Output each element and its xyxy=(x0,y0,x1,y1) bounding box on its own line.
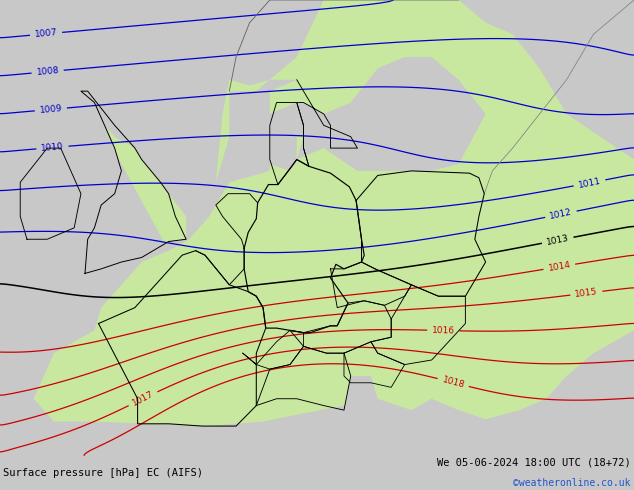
Text: 1015: 1015 xyxy=(574,287,598,299)
Text: 1007: 1007 xyxy=(34,28,58,39)
Polygon shape xyxy=(34,0,634,426)
Polygon shape xyxy=(20,148,81,239)
Text: 1017: 1017 xyxy=(131,390,155,408)
Text: ©weatheronline.co.uk: ©weatheronline.co.uk xyxy=(514,478,631,488)
Text: We 05-06-2024 18:00 UTC (18+72): We 05-06-2024 18:00 UTC (18+72) xyxy=(437,458,631,468)
Text: 1012: 1012 xyxy=(549,207,573,221)
Text: 1014: 1014 xyxy=(547,260,571,273)
Text: 1011: 1011 xyxy=(578,176,602,190)
Polygon shape xyxy=(297,57,486,171)
Polygon shape xyxy=(81,80,186,273)
Text: 1013: 1013 xyxy=(546,234,570,247)
Text: Surface pressure [hPa] EC (AIFS): Surface pressure [hPa] EC (AIFS) xyxy=(3,468,203,478)
Polygon shape xyxy=(270,102,304,171)
Text: 1010: 1010 xyxy=(41,142,64,153)
Text: 1009: 1009 xyxy=(39,104,63,115)
Polygon shape xyxy=(0,0,297,273)
Text: 1016: 1016 xyxy=(432,326,455,335)
Text: 1008: 1008 xyxy=(36,66,60,77)
Polygon shape xyxy=(344,376,384,444)
Polygon shape xyxy=(230,0,458,137)
Text: 1018: 1018 xyxy=(441,375,465,390)
